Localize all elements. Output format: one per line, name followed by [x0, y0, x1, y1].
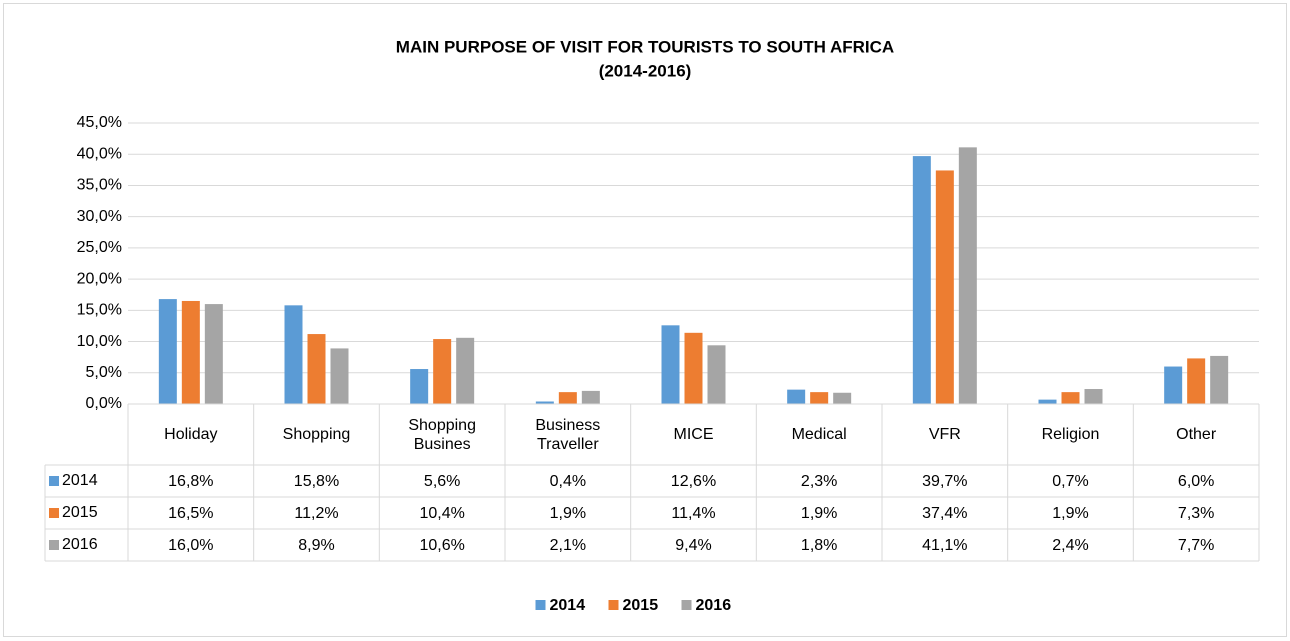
bar: [912, 156, 931, 404]
x-tick-label: Business Traveller: [535, 416, 601, 453]
x-tick-label: Shopping: [282, 426, 351, 443]
table-value: 9,4%: [675, 536, 712, 554]
legend-key: [535, 600, 546, 610]
y-tick-label: 5,0%: [86, 364, 122, 381]
table-value: 12,6%: [670, 472, 717, 490]
y-tick-label: 0,0%: [86, 395, 122, 412]
y-tick-label: 30,0%: [77, 208, 122, 225]
bar: [684, 332, 703, 404]
x-tick-label: Religion: [1041, 426, 1100, 443]
table-value: 1,8%: [800, 536, 838, 554]
bar: [535, 401, 554, 404]
table-value: 5,6%: [423, 472, 461, 490]
y-tick-label: 35,0%: [77, 177, 122, 194]
table-value: 15,8%: [293, 472, 340, 490]
table-value: 37,4%: [922, 504, 968, 522]
y-tick-label: 15,0%: [77, 302, 122, 319]
chart-subtitle: (2014-2016): [599, 61, 692, 80]
bar: [935, 170, 954, 404]
bar: [181, 300, 200, 404]
x-tick-label: Medical: [791, 426, 847, 443]
bar: [1038, 399, 1057, 404]
bar: [1210, 355, 1229, 404]
table-value: 11,4%: [671, 504, 716, 522]
legend-label: 2016: [696, 597, 732, 614]
y-tick-label: 20,0%: [77, 270, 122, 287]
table-value: 16,0%: [168, 536, 214, 554]
table-value: 1,9%: [1052, 504, 1089, 522]
table-value: 0,4%: [549, 472, 587, 490]
table-value: 8,9%: [298, 536, 335, 554]
table-value: 16,8%: [168, 472, 214, 490]
bar: [1061, 392, 1080, 404]
chart-title: MAIN PURPOSE OF VISIT FOR TOURISTS TO SO…: [396, 37, 894, 56]
table-value: 2,4%: [1052, 536, 1089, 554]
table-key: [49, 476, 59, 486]
table-row-label: 2015: [62, 504, 98, 521]
bar: [958, 147, 977, 404]
bar: [810, 392, 829, 404]
table-value: 10,6%: [419, 536, 465, 554]
bar: [1084, 389, 1103, 404]
table-value: 41,1%: [922, 536, 968, 554]
table-value: 11,2%: [294, 504, 339, 522]
bar: [1187, 358, 1206, 404]
bar: [833, 392, 852, 404]
table-row-label: 2016: [62, 536, 98, 553]
bar: [707, 345, 726, 404]
y-tick-label: 25,0%: [77, 239, 122, 256]
y-tick-label: 10,0%: [77, 333, 122, 350]
bar: [410, 369, 429, 404]
y-tick-label: 45,0%: [77, 114, 122, 131]
bar: [433, 339, 452, 404]
table-value: 7,7%: [1177, 536, 1215, 554]
x-tick-label: Shopping Busines: [408, 416, 476, 453]
table-value: 2,1%: [549, 536, 587, 554]
x-tick-label: VFR: [928, 426, 961, 443]
legend-key: [681, 600, 692, 610]
x-tick-label: MICE: [673, 426, 714, 443]
bar: [456, 337, 475, 404]
bar: [1164, 366, 1183, 404]
table-value: 2,3%: [800, 472, 838, 490]
bar: [581, 390, 600, 404]
y-tick-label: 40,0%: [77, 145, 122, 162]
table-value: 16,5%: [168, 504, 214, 522]
bar: [330, 348, 349, 404]
table-key: [49, 540, 59, 550]
bar: [158, 299, 177, 404]
table-value: 10,4%: [419, 504, 465, 522]
x-tick-label: Other: [1176, 426, 1217, 443]
bar: [204, 304, 223, 404]
bar: [661, 325, 680, 404]
legend-label: 2014: [550, 597, 586, 614]
table-value: 6,0%: [1177, 472, 1215, 490]
table-value: 1,9%: [800, 504, 838, 522]
table-value: 7,3%: [1177, 504, 1215, 522]
bar: [558, 392, 577, 404]
table-key: [49, 508, 59, 518]
table-value: 1,9%: [549, 504, 587, 522]
bar: [787, 389, 806, 404]
bar: [284, 305, 303, 404]
legend-key: [608, 600, 619, 610]
table-value: 39,7%: [922, 472, 968, 490]
x-tick-label: Holiday: [164, 426, 218, 443]
table-value: 0,7%: [1052, 472, 1089, 490]
legend-label: 2015: [623, 597, 659, 614]
bar: [307, 334, 326, 404]
table-row-label: 2014: [62, 472, 98, 489]
